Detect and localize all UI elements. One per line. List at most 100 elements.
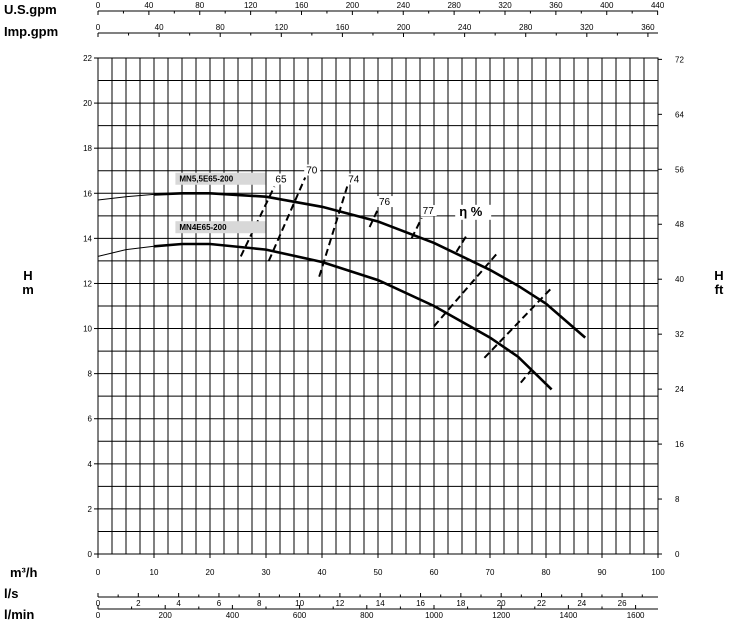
secondary-axis-tick-label: 26 bbox=[618, 599, 627, 608]
y-left-tick-label: 20 bbox=[83, 99, 92, 108]
secondary-axis-tick-label: 240 bbox=[458, 23, 472, 32]
series-label-box bbox=[175, 172, 266, 185]
secondary-axis-title: l/min bbox=[4, 607, 34, 622]
x-primary-axis-title: m³/h bbox=[10, 565, 38, 580]
secondary-axis-tick-label: 0 bbox=[96, 1, 101, 10]
y-right-tick-label: 0 bbox=[675, 550, 680, 559]
efficiency-label-bg bbox=[346, 173, 363, 185]
secondary-axis-tick-label: 80 bbox=[216, 23, 225, 32]
secondary-axis-tick-label: 200 bbox=[159, 611, 173, 620]
x-primary-tick-label: 100 bbox=[651, 568, 665, 577]
series-label: MN5,5E65-200 bbox=[179, 175, 233, 184]
secondary-axis-tick-label: 280 bbox=[447, 1, 461, 10]
efficiency-label-bg bbox=[420, 205, 437, 217]
y-right-tick-label: 8 bbox=[675, 495, 680, 504]
y-right-tick-label: 32 bbox=[675, 330, 684, 339]
efficiency-lines: 65 70 74 76 77 η % bbox=[239, 164, 553, 384]
efficiency-line bbox=[455, 233, 469, 253]
head-curve-thin-segment bbox=[97, 245, 155, 257]
x-primary-tick-label: 70 bbox=[486, 568, 495, 577]
y-left-tick-label: 16 bbox=[83, 189, 92, 198]
secondary-axis-title: Imp.gpm bbox=[4, 24, 58, 39]
secondary-axis-tick-label: 240 bbox=[397, 1, 411, 10]
grid-lines bbox=[98, 58, 658, 554]
secondary-axis-tick-label: 160 bbox=[336, 23, 350, 32]
y-left-tick-label: 6 bbox=[88, 415, 93, 424]
series-labels: MN5,5E65-200 MN4E65-200 bbox=[175, 172, 266, 234]
axes: 0246810121416182022081624324048566472HmH… bbox=[4, 1, 724, 622]
secondary-axis-tick-label: 280 bbox=[519, 23, 533, 32]
y-left-tick-label: 8 bbox=[88, 370, 93, 379]
y-left-tick-label: 12 bbox=[83, 279, 92, 288]
secondary-axis-tick-label: 320 bbox=[498, 1, 512, 10]
x-primary-tick-label: 50 bbox=[374, 568, 383, 577]
x-primary-tick-label: 80 bbox=[542, 568, 551, 577]
y-right-tick-label: 72 bbox=[675, 55, 684, 64]
secondary-axis-tick-label: 1600 bbox=[627, 611, 645, 620]
efficiency-line bbox=[368, 208, 379, 228]
y-left-tick-label: 22 bbox=[83, 54, 92, 63]
y-left-tick-label: 2 bbox=[88, 505, 93, 514]
head-curve-thin-segment bbox=[97, 193, 155, 201]
efficiency-line bbox=[520, 368, 533, 384]
secondary-axis-tick-label: 120 bbox=[275, 23, 289, 32]
secondary-axis-tick-label: 0 bbox=[96, 599, 101, 608]
secondary-axis-title: U.S.gpm bbox=[4, 2, 57, 17]
efficiency-axis-label-bg bbox=[455, 204, 492, 220]
x-primary-tick-label: 40 bbox=[318, 568, 327, 577]
efficiency-label: 74 bbox=[348, 175, 360, 186]
secondary-axis-tick-label: 0 bbox=[96, 611, 101, 620]
secondary-axis-title: l/s bbox=[4, 586, 18, 601]
x-primary-tick-label: 90 bbox=[598, 568, 607, 577]
secondary-axis-tick-label: 0 bbox=[96, 23, 101, 32]
y-right-tick-label: 48 bbox=[675, 220, 684, 229]
secondary-axis-tick-label: 440 bbox=[651, 1, 665, 10]
y-right-tick-label: 40 bbox=[675, 275, 684, 284]
y-left-axis-title: H bbox=[23, 268, 32, 283]
secondary-axis-tick-label: 120 bbox=[244, 1, 258, 10]
y-right-axis-title: H bbox=[714, 268, 723, 283]
efficiency-label: 65 bbox=[275, 175, 287, 186]
efficiency-label-bg bbox=[273, 173, 290, 185]
secondary-axis-tick-label: 2 bbox=[136, 599, 141, 608]
secondary-axis-tick-label: 600 bbox=[293, 611, 307, 620]
efficiency-label: 76 bbox=[379, 197, 391, 208]
secondary-axis-tick-label: 40 bbox=[155, 23, 164, 32]
head-curve bbox=[153, 242, 553, 391]
x-primary-tick-label: 30 bbox=[262, 568, 271, 577]
secondary-axis-tick-label: 20 bbox=[497, 599, 506, 608]
efficiency-line bbox=[433, 251, 500, 327]
secondary-axis-tick-label: 160 bbox=[295, 1, 309, 10]
x-primary-tick-label: 0 bbox=[96, 568, 101, 577]
y-left-tick-label: 14 bbox=[83, 234, 92, 243]
secondary-axis-tick-label: 1400 bbox=[559, 611, 577, 620]
y-right-tick-label: 56 bbox=[675, 165, 684, 174]
secondary-axis-tick-label: 360 bbox=[549, 1, 563, 10]
y-right-tick-label: 64 bbox=[675, 110, 684, 119]
secondary-axis-tick-label: 6 bbox=[217, 599, 222, 608]
secondary-axis-tick-label: 10 bbox=[295, 599, 304, 608]
secondary-axis-tick-label: 200 bbox=[397, 23, 411, 32]
efficiency-axis-label: η % bbox=[459, 204, 483, 219]
efficiency-label: 77 bbox=[423, 206, 435, 217]
y-right-tick-label: 24 bbox=[675, 385, 684, 394]
secondary-axis-tick-label: 360 bbox=[641, 23, 655, 32]
x-primary-tick-label: 10 bbox=[150, 568, 159, 577]
secondary-axis-tick-label: 200 bbox=[346, 1, 360, 10]
efficiency-label-bg bbox=[377, 196, 393, 208]
secondary-axis-tick-label: 8 bbox=[257, 599, 262, 608]
secondary-axis-tick-label: 1000 bbox=[425, 611, 443, 620]
secondary-axis-tick-label: 320 bbox=[580, 23, 594, 32]
head-curve bbox=[153, 192, 587, 339]
secondary-axis-tick-label: 400 bbox=[600, 1, 614, 10]
secondary-axis-tick-label: 40 bbox=[144, 1, 153, 10]
secondary-axis-tick-label: 1200 bbox=[492, 611, 510, 620]
secondary-axis-tick-label: 18 bbox=[456, 599, 465, 608]
secondary-axis-tick-label: 16 bbox=[416, 599, 425, 608]
series-label-box bbox=[175, 221, 266, 234]
secondary-axis-tick-label: 4 bbox=[176, 599, 181, 608]
x-primary-tick-label: 20 bbox=[206, 568, 215, 577]
efficiency-line bbox=[267, 177, 307, 262]
head-curves bbox=[97, 192, 587, 391]
